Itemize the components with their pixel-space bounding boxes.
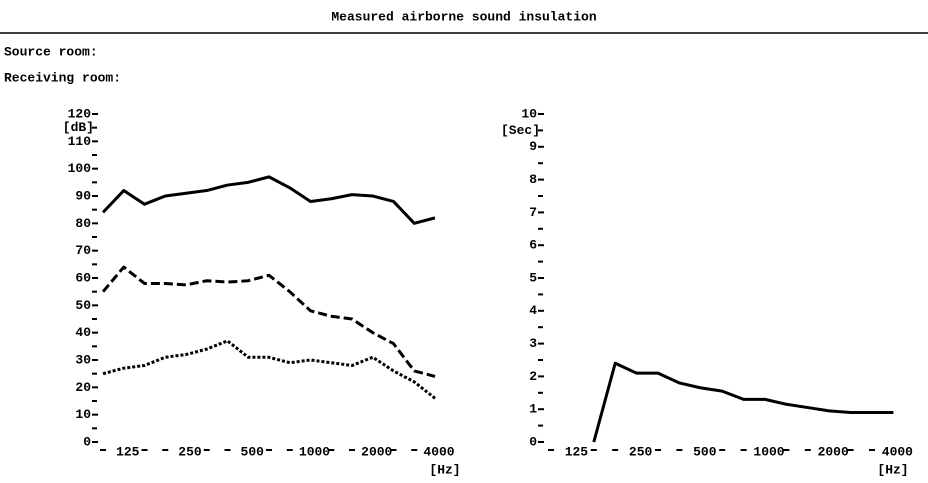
y-tick-label: 0 bbox=[83, 434, 91, 449]
x-tick-label: 1000 bbox=[753, 444, 784, 459]
y-tick-label: 90 bbox=[75, 188, 91, 203]
series-line bbox=[592, 361, 894, 443]
x-tick-label: 4000 bbox=[882, 444, 913, 459]
series-line bbox=[101, 265, 436, 378]
x-axis-label: [Hz] bbox=[877, 462, 908, 477]
y-tick-label: 7 bbox=[529, 205, 537, 220]
x-tick-label: 4000 bbox=[423, 444, 454, 459]
y-tick-label: 9 bbox=[529, 139, 537, 154]
receiving-room: Receiving room: bbox=[4, 70, 121, 85]
x-tick-label: 1000 bbox=[299, 444, 330, 459]
y-tick-label: 0 bbox=[529, 434, 537, 449]
x-tick-label: 2000 bbox=[818, 444, 849, 459]
y-tick-label: 6 bbox=[529, 238, 537, 253]
y-tick-label: 120 bbox=[68, 106, 92, 121]
y-tick-label: 4 bbox=[529, 303, 537, 318]
y-tick-label: 20 bbox=[75, 380, 91, 395]
y-tick-label: 30 bbox=[75, 352, 91, 367]
x-tick-label: 2000 bbox=[361, 444, 392, 459]
y-tick-label: 1 bbox=[529, 402, 537, 417]
source-room: Source room: bbox=[4, 44, 98, 59]
y-tick-label: 110 bbox=[68, 134, 92, 149]
y-tick-label: 70 bbox=[75, 243, 91, 258]
y-axis-label: [Sec] bbox=[501, 123, 540, 138]
y-tick-label: 10 bbox=[521, 106, 537, 121]
y-tick-label: 100 bbox=[68, 161, 92, 176]
series-line bbox=[102, 339, 436, 400]
x-tick-label: 500 bbox=[241, 444, 265, 459]
x-tick-label: 125 bbox=[116, 444, 140, 459]
y-tick-label: 3 bbox=[529, 336, 537, 351]
y-tick-label: 10 bbox=[75, 407, 91, 422]
y-tick-label: 5 bbox=[529, 270, 537, 285]
y-axis-label: [dB] bbox=[63, 120, 94, 135]
x-tick-label: 125 bbox=[565, 444, 589, 459]
y-tick-label: 60 bbox=[75, 270, 91, 285]
y-tick-label: 8 bbox=[529, 172, 537, 187]
y-tick-label: 40 bbox=[75, 325, 91, 340]
y-tick-label: 2 bbox=[529, 369, 537, 384]
x-tick-label: 250 bbox=[629, 444, 653, 459]
x-tick-label: 250 bbox=[178, 444, 202, 459]
x-axis-label: [Hz] bbox=[429, 462, 460, 477]
y-tick-label: 50 bbox=[75, 298, 91, 313]
series-line bbox=[101, 175, 436, 225]
y-tick-label: 80 bbox=[75, 216, 91, 231]
x-tick-label: 500 bbox=[693, 444, 717, 459]
report-title: Measured airborne sound insulation bbox=[331, 9, 596, 24]
